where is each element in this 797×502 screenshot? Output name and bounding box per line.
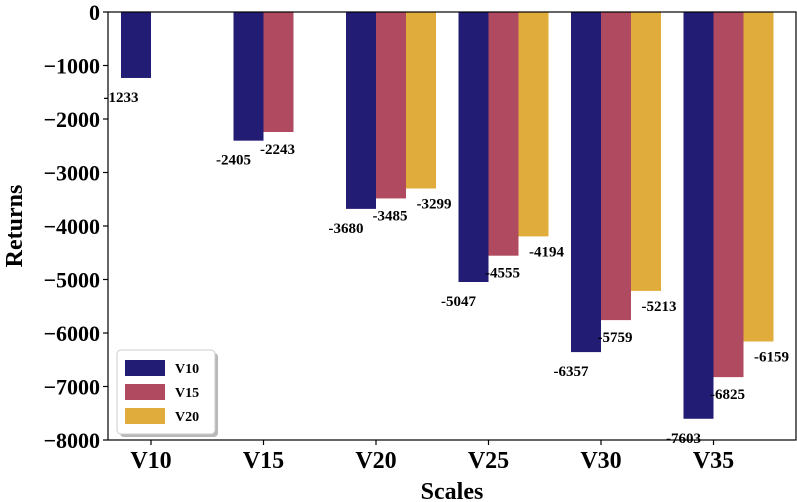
bar-v20-v20 — [406, 12, 436, 189]
bar-v15-v25 — [488, 12, 519, 256]
x-tick-label-v20: V20 — [355, 448, 396, 474]
x-tick-label-v30: V30 — [580, 448, 621, 474]
data-label-v20-v25: -4194 — [529, 244, 564, 260]
y-tick-label: −2000 — [43, 107, 100, 132]
data-label-v10-v25: -5047 — [441, 294, 476, 310]
bar-v15-v30 — [601, 12, 631, 321]
legend-swatch-v15 — [125, 384, 165, 400]
data-label-v20-v35: -6159 — [754, 350, 789, 366]
data-label-v10-v35: -7603 — [666, 431, 701, 447]
y-tick-label: −7000 — [43, 375, 100, 400]
y-tick-label: −8000 — [43, 428, 100, 453]
data-labels-layer: -1233 -2405 -2243 -3680 -3485 -3299 -5047 -4555… — [104, 90, 790, 447]
bar-v10-v25 — [458, 12, 489, 283]
data-label-v20-v30: -5213 — [642, 299, 677, 315]
y-tick-label: −5000 — [43, 268, 100, 293]
bar-v10-v35 — [683, 12, 714, 419]
bar-v20-v30 — [631, 12, 661, 291]
y-axis-label: Returns — [2, 185, 28, 268]
bar-v10-v10 — [121, 12, 151, 78]
x-axis-label: Scales — [421, 479, 484, 502]
data-label-v15-v35: -6825 — [710, 387, 745, 403]
x-tick-label-v25: V25 — [468, 448, 509, 474]
bar-v10-v30 — [571, 12, 601, 353]
legend: V10 V15 V20 — [116, 349, 218, 437]
legend-swatch-v20 — [125, 408, 165, 424]
bar-v15-v35 — [713, 12, 744, 378]
legend-swatch-v10 — [125, 360, 165, 376]
data-label-v10-v20: -3680 — [329, 221, 364, 237]
y-tick-label: 0 — [89, 0, 100, 25]
bar-v10-v15 — [233, 12, 264, 141]
x-tick-label-v10: V10 — [130, 448, 171, 474]
data-label-v10-v30: -6357 — [554, 364, 589, 380]
y-tick-label: −1000 — [43, 54, 100, 79]
bar-v15-v15 — [263, 12, 294, 133]
bar-v15-v20 — [376, 12, 406, 199]
bars-layer — [121, 12, 774, 419]
bar-v20-v35 — [743, 12, 774, 342]
y-axis: 0 −1000 −2000 −3000 −4000 −5000 −6000 −7000 −800… — [43, 0, 108, 453]
data-label-v15-v25: -4555 — [485, 266, 520, 282]
y-tick-label: −3000 — [43, 161, 100, 186]
data-label-v15-v15: -2243 — [260, 142, 295, 158]
bar-v20-v25 — [518, 12, 549, 237]
data-label-v20-v20: -3299 — [417, 196, 452, 212]
legend-label-v20: V20 — [175, 410, 199, 425]
data-label-v15-v30: -5759 — [598, 330, 633, 346]
data-label-v10-v10: -1233 — [104, 90, 139, 106]
data-label-v10-v15: -2405 — [216, 153, 251, 169]
plot-frame — [107, 11, 797, 441]
legend-label-v10: V10 — [175, 362, 199, 377]
x-tick-label-v15: V15 — [243, 448, 284, 474]
x-axis: V10 V15 V20 V25 V30 V35 — [130, 440, 734, 474]
y-tick-label: −4000 — [43, 214, 100, 239]
data-label-v15-v20: -3485 — [373, 208, 408, 224]
y-tick-label: −6000 — [43, 321, 100, 346]
x-tick-label-v35: V35 — [693, 448, 734, 474]
bar-v10-v20 — [346, 12, 376, 209]
legend-label-v15: V15 — [175, 386, 199, 401]
